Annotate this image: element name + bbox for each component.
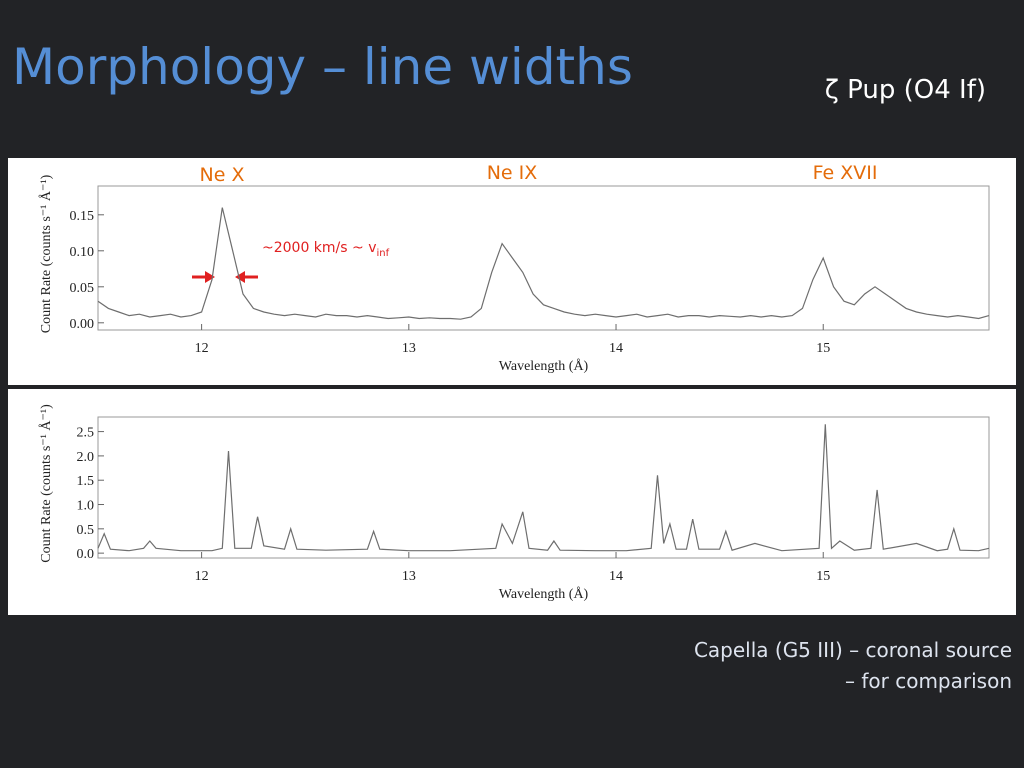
y-axis-label: Count Rate (counts s⁻¹ Å⁻¹) (38, 404, 54, 563)
y-tick-label: 0.0 (77, 547, 95, 562)
subtitle: ζ Pup (O4 If) (825, 75, 986, 105)
x-tick-label: 15 (816, 569, 830, 584)
line-annotation: Ne X (200, 164, 245, 186)
y-tick-label: 2.5 (77, 426, 95, 441)
x-tick-label: 12 (195, 569, 209, 584)
y-tick-label: 0.5 (77, 523, 95, 538)
y-axis-label: Count Rate (counts s⁻¹ Å⁻¹) (38, 174, 54, 333)
y-tick-label: 0.00 (70, 317, 95, 332)
x-tick-label: 13 (402, 569, 416, 584)
arrows (192, 271, 258, 283)
slide-title: Morphology – line widths (12, 38, 633, 96)
width-annotation: ~2000 km/s ~ vinf (262, 240, 390, 259)
x-tick-label: 13 (402, 341, 416, 356)
caption: Capella (G5 III) – coronal source (694, 638, 1012, 662)
width-label: ~2000 km/s ~ v (262, 240, 376, 256)
x-tick-label: 14 (609, 569, 623, 584)
y-tick-label: 0.10 (70, 245, 95, 260)
spectrum-line (97, 424, 990, 552)
y-tick-label: 0.15 (70, 209, 95, 224)
width-label-sub: inf (376, 248, 389, 259)
y-tick-label: 1.5 (77, 474, 95, 489)
y-tick-label: 2.0 (77, 450, 95, 465)
panel (8, 158, 1016, 385)
line-annotation: Ne IX (487, 162, 538, 184)
plot-frame (97, 416, 990, 559)
x-tick-label: 12 (195, 341, 209, 356)
x-tick-label: 15 (816, 341, 830, 356)
x-axis-label: Wavelength (Å) (499, 586, 589, 602)
line-annotation: Fe XVII (813, 162, 878, 184)
x-tick-label: 14 (609, 341, 623, 356)
caption: – for comparison (845, 669, 1012, 693)
y-tick-label: 0.05 (70, 281, 95, 296)
y-tick-label: 1.0 (77, 499, 95, 514)
panel (8, 389, 1016, 615)
plot-frame (97, 185, 990, 331)
x-axis-label: Wavelength (Å) (499, 358, 589, 374)
spectrum-line (97, 207, 990, 320)
